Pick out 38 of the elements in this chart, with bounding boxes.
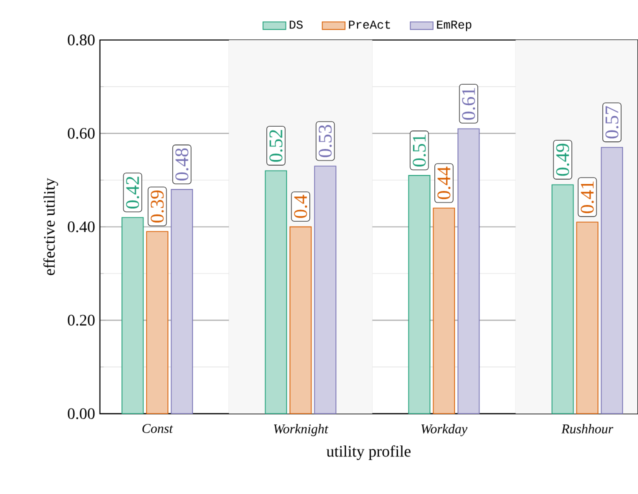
data-label: 0.48 xyxy=(175,148,188,181)
data-label: 0.52 xyxy=(269,130,282,162)
bar xyxy=(170,189,193,414)
y-tick-label: 0.00 xyxy=(68,408,95,420)
data-label: 0.61 xyxy=(462,88,476,120)
data-label: 0.42 xyxy=(126,176,140,209)
y-tick-label: 0.80 xyxy=(68,34,95,46)
data-label: 0.51 xyxy=(412,134,426,167)
bar xyxy=(552,184,574,414)
data-label: 0.57 xyxy=(605,106,618,139)
x-axis-title: utility profile xyxy=(326,446,411,460)
y-axis-title: effective utility xyxy=(43,178,58,276)
x-tick-label: Worknight xyxy=(274,424,328,436)
bar xyxy=(432,208,456,414)
bar xyxy=(146,231,168,414)
data-label: 0.41 xyxy=(580,182,594,214)
bar xyxy=(314,166,336,414)
bar xyxy=(600,147,624,414)
bar xyxy=(264,170,288,414)
legend-label: EmRep xyxy=(437,20,472,32)
x-tick-label: Rushhour xyxy=(561,424,614,434)
data-label: 0.53 xyxy=(318,125,332,158)
data-label: 0.49 xyxy=(556,144,570,176)
y-tick-label: 0.20 xyxy=(68,315,95,326)
bar xyxy=(576,222,598,414)
bar xyxy=(458,128,480,414)
bar xyxy=(408,175,430,414)
x-tick-label: Const xyxy=(142,424,174,434)
bar xyxy=(290,226,312,414)
data-label: 0.39 xyxy=(150,190,164,223)
y-tick-label: 0.40 xyxy=(68,222,95,232)
legend-label: PreAct xyxy=(349,20,390,29)
x-tick-label: Workday xyxy=(421,424,468,436)
data-label: 0.4 xyxy=(294,195,308,218)
data-label: 0.44 xyxy=(437,166,450,200)
legend-label: DS xyxy=(290,20,303,29)
y-tick-label: 0.60 xyxy=(68,128,95,140)
bar xyxy=(122,217,144,414)
